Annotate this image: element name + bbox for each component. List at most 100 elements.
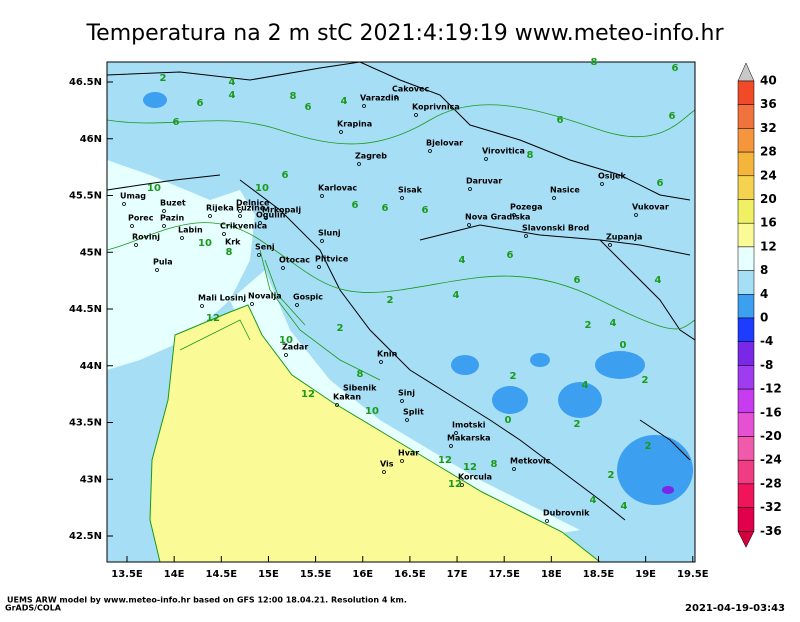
contour-label: 8 (357, 369, 364, 380)
city-label: Gospic (293, 293, 323, 302)
colorbar-swatch (737, 388, 755, 414)
city-dot (257, 253, 261, 257)
colorbar-swatch (737, 175, 755, 200)
lat-tick-label: 45.5N (69, 191, 102, 202)
colorbar-swatch (737, 341, 755, 366)
footer-brand: GrADS/COLA (5, 604, 62, 613)
colorbar-label: -32 (760, 500, 782, 514)
colorbar-swatch (737, 317, 755, 342)
lon-tick-label: 14.5E (206, 569, 238, 580)
city-dot (357, 162, 361, 166)
contour-label: 6 (173, 117, 180, 128)
contour-label: 6 (352, 200, 359, 211)
cold-patch (143, 92, 167, 108)
colorbar-label: 16 (760, 216, 777, 230)
city-label: Kakan (333, 393, 361, 402)
city-dot (400, 196, 404, 200)
contour-label: 4 (621, 501, 628, 512)
city-label: Korcula (458, 473, 492, 482)
city-label: Osijek (598, 172, 626, 181)
city-dot (467, 223, 471, 227)
colorbar-arrow-bottom (737, 531, 755, 548)
contour-label: 4 (655, 275, 662, 286)
colorbar-label: 8 (760, 263, 768, 277)
contour-label: 6 (657, 178, 664, 189)
lat-tick-label: 42.5N (69, 531, 102, 542)
contour-label: 0 (505, 415, 512, 426)
city-dot (130, 224, 134, 228)
contour-label: 4 (590, 495, 597, 506)
city-label: Karlovac (318, 184, 357, 193)
contour-label: 2 (337, 323, 344, 334)
lat-tick-label: 46N (80, 134, 102, 145)
lon-tick-label: 18E (541, 569, 562, 580)
lat-tick-label: 44N (80, 361, 102, 372)
city-label: Krapina (337, 120, 372, 129)
city-label: Daruvar (466, 177, 502, 186)
lon-tick-label: 15.5E (300, 569, 332, 580)
city-label: Zagreb (355, 152, 387, 161)
colorbar-swatch (737, 104, 755, 129)
colorbar-label: 0 (760, 311, 768, 325)
city-dot (339, 130, 343, 134)
city-label: Slavonski Brod (522, 224, 589, 233)
city-label: Rijeka (206, 204, 234, 213)
cold-patch (530, 353, 550, 367)
contour-label: 2 (574, 419, 581, 430)
lat-tick-label: 43.5N (69, 418, 102, 429)
colorbar-swatch (737, 483, 755, 508)
lon-tick-label: 19.5E (677, 569, 709, 580)
city-dot (405, 418, 409, 422)
city-dot (468, 187, 472, 191)
city-label: Metkovic (510, 457, 551, 466)
city-dot (600, 182, 604, 186)
colorbar-label: -4 (760, 334, 773, 348)
footer-right: 2021-04-19-03:43 (685, 603, 785, 614)
city-label: Novalja (248, 292, 282, 301)
colorbar-swatch (737, 507, 755, 532)
colorbar-swatch (737, 459, 755, 485)
city-dot (134, 243, 138, 247)
colorbar-label: 28 (760, 145, 777, 159)
cold-core (662, 486, 674, 494)
city-label: Nova Gradiska (465, 213, 530, 222)
city-dot (200, 304, 204, 308)
colorbar-swatch (737, 222, 755, 248)
city-dot (428, 149, 432, 153)
lon-tick-label: 14E (164, 569, 185, 580)
colorbar-swatch (737, 365, 755, 390)
title: Temperatura na 2 m stC 2021:4:19:19 www.… (85, 21, 724, 46)
contour-label: 4 (229, 77, 236, 88)
city-dot (545, 519, 549, 523)
city-dot (400, 459, 404, 463)
lon-tick-label: 13.5E (111, 569, 143, 580)
city-label: Makarska (447, 434, 491, 443)
contour-label: 6 (669, 111, 676, 122)
contour-label: 8 (491, 459, 498, 470)
colorbar-label: 36 (760, 97, 777, 111)
lat-tick-label: 43N (80, 474, 102, 485)
city-label: Krk (225, 238, 241, 247)
contour-label: 10 (198, 238, 212, 249)
contour-label: 4 (610, 318, 617, 329)
contour-label: 2 (510, 371, 517, 382)
city-dot (264, 216, 268, 220)
city-label: Fuzine (236, 204, 266, 213)
city-label: Vukovar (632, 203, 669, 212)
city-label: Plitvice (315, 255, 349, 264)
colorbar-label: 32 (760, 121, 777, 135)
city-label: Vis (380, 460, 394, 469)
lon-tick-label: 19E (635, 569, 656, 580)
colorbar-swatch (737, 436, 755, 461)
cold-patch (617, 435, 693, 505)
city-dot (162, 224, 166, 228)
city-label: Otocac (279, 256, 310, 265)
contour-label: 6 (305, 102, 312, 113)
contour-label: 0 (620, 340, 627, 351)
colorbar-label: -20 (760, 429, 782, 443)
city-dot (382, 470, 386, 474)
city-dot (335, 403, 339, 407)
lon-tick-label: 16E (352, 569, 373, 580)
city-dot (155, 268, 159, 272)
city-dot (460, 483, 464, 487)
